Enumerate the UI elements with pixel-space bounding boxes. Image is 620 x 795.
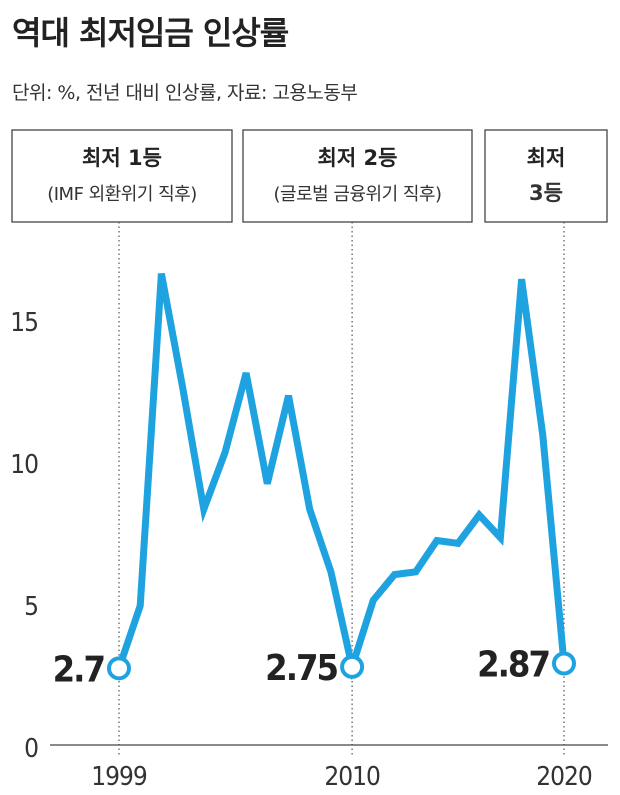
min-point-marker	[552, 651, 576, 676]
chart-subtitle: 단위: %, 전년 대비 인상률, 자료: 고용노동부	[12, 82, 358, 104]
annotation-guides	[118, 222, 565, 755]
chart-series	[115, 272, 568, 681]
annotation-box-title: 최저 2등	[318, 146, 398, 170]
chart-markers: 2.7 2.75 2.87	[53, 644, 576, 690]
min-point-marker	[340, 654, 365, 679]
annotation-box-subtitle: (IMF 외환위기 직후)	[47, 184, 197, 205]
min-value-label: 2.75	[265, 648, 337, 689]
y-tick-label: 5	[24, 592, 38, 622]
annotation-box-title: 최저 1등	[82, 146, 162, 170]
annotation-box	[484, 129, 608, 223]
annotation-box-subtitle: (글로벌 금융위기 직후)	[273, 184, 441, 205]
min-value-label: 2.7	[53, 649, 104, 690]
annotation-box	[242, 129, 473, 223]
series-line	[115, 272, 568, 681]
x-tick-label: 2010	[324, 762, 380, 792]
x-tick-label: 1999	[91, 762, 147, 792]
annotation-box-title: 최저	[527, 146, 566, 170]
y-tick-label: 0	[24, 734, 38, 764]
annotation-box	[11, 129, 233, 223]
min-value-label: 2.87	[477, 644, 549, 685]
annotation-boxes: 최저 1등 (IMF 외환위기 직후) 최저 2등 (글로벌 금융위기 직후) 최저 3등	[11, 129, 608, 223]
x-tick-label: 2020	[536, 762, 592, 792]
y-tick-label: 15	[10, 308, 38, 338]
chart-title: 역대 최저임금 인상률	[12, 14, 289, 52]
chart-axes: 0 5 10 15 1999 2010 2020	[10, 308, 608, 792]
annotation-box-subtitle: 3등	[529, 181, 563, 205]
y-tick-label: 10	[10, 450, 38, 480]
min-point-marker	[107, 656, 131, 681]
